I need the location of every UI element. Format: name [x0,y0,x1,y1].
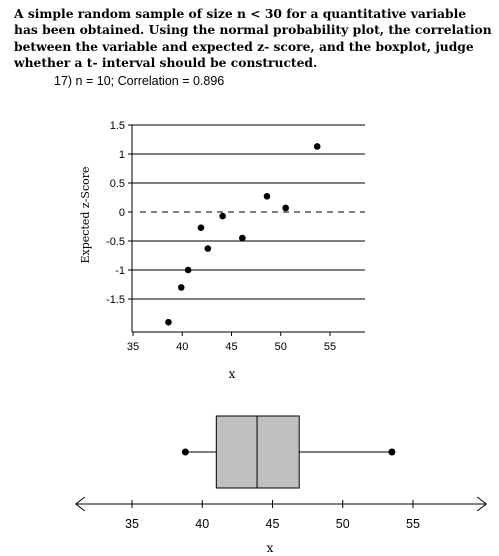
np-y-tick-labels: 1.5 1 0.5 0 -0.5 -1 -1.5 [106,120,132,306]
np-y-tick-label: -1 [115,265,125,277]
np-data-point [239,234,246,242]
bp-x-tick-label: 55 [406,517,420,531]
np-data-point [219,212,226,220]
np-data-point [204,245,212,252]
np-x-tick-label: 40 [176,341,188,353]
boxplot: 35 40 45 50 55 x [74,415,488,555]
bp-x-axis-label: x [267,541,274,555]
np-data-point [263,193,271,200]
bp-x-ticks: 35 40 45 50 55 [125,500,420,531]
bp-x-tick-label: 45 [266,517,280,531]
bp-max-point [388,448,396,456]
np-x-tick-label: 50 [275,341,287,353]
np-data-point [184,266,192,274]
np-data-point [165,318,172,326]
np-data-point [177,284,185,291]
bp-x-tick-label: 35 [125,517,139,531]
bp-box [215,415,300,489]
np-data-point [313,143,321,150]
np-x-tick-label: 35 [127,341,139,353]
np-y-tick-label: 1 [119,149,125,161]
bp-axis-right-arrow [476,496,488,512]
np-x-tick-label: 55 [324,341,336,353]
np-y-tick-label: -1.5 [106,294,125,306]
np-grid [132,124,365,300]
np-y-tick-label: 1.5 [110,120,125,132]
problem-label: 17) n = 10; Correlation = 0.896 [54,74,225,88]
np-points [165,143,321,326]
normal-probability-plot: 1.5 1 0.5 0 -0.5 -1 -1.5 35 40 45 50 55 Expected z… [79,120,365,381]
bp-axis-left-arrow [74,496,86,512]
question-text: A simple random sample of size n < 30 fo… [14,6,492,70]
np-x-tick-label: 45 [225,341,237,353]
bp-x-tick-label: 50 [336,517,350,531]
np-y-axis-label: Expected z-Score [79,166,92,263]
np-data-point [197,224,205,231]
np-y-tick-label: 0 [119,207,125,219]
np-y-tick-label: 0.5 [110,178,125,190]
bp-min-point [181,448,189,456]
np-data-point [282,204,289,212]
np-x-tick-labels: 35 40 45 50 55 [127,332,336,353]
bp-x-tick-label: 40 [195,517,209,531]
np-y-tick-label: -0.5 [106,236,125,248]
np-x-axis-label: x [229,367,236,381]
